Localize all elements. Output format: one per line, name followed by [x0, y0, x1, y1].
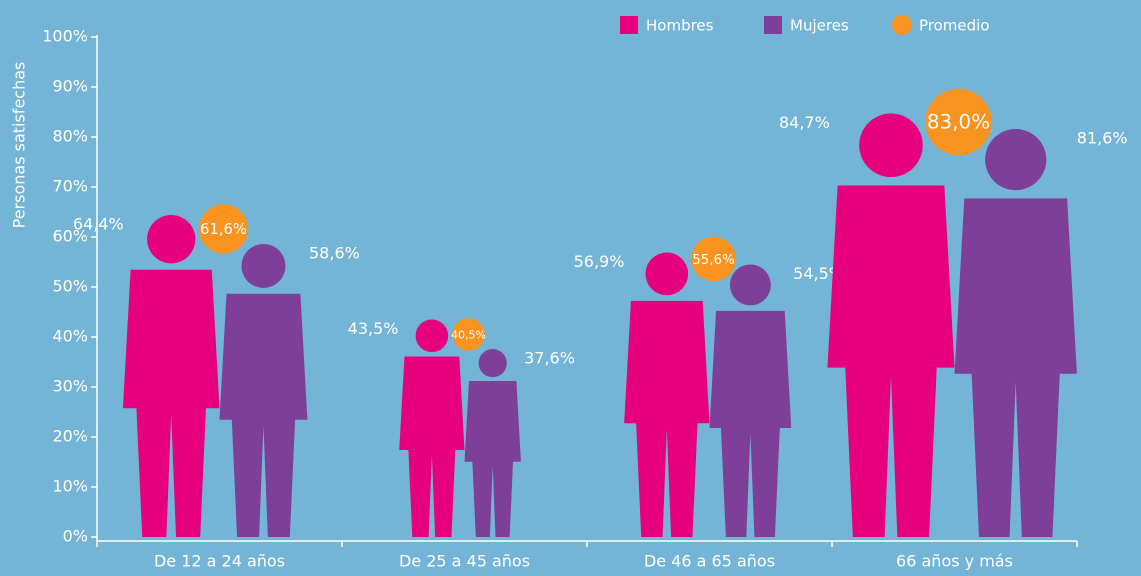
y-tick-label: 70% — [52, 177, 88, 196]
value-label: 37,6% — [524, 349, 575, 368]
value-label: 64,4% — [73, 215, 124, 234]
x-tick-label: 66 años y más — [896, 552, 1013, 571]
value-label: 55,6% — [692, 253, 734, 268]
y-tick-label: 100% — [42, 27, 88, 46]
legend-swatch — [892, 15, 912, 35]
legend-label: Promedio — [919, 17, 990, 35]
y-axis-label: Personas satisfechas — [10, 62, 29, 229]
y-tick-label: 30% — [52, 377, 88, 396]
value-label: 58,6% — [309, 244, 360, 263]
y-tick-label: 90% — [52, 77, 88, 96]
x-tick-label: De 46 a 65 años — [644, 552, 775, 571]
y-tick-label: 0% — [63, 527, 88, 546]
y-tick-label: 10% — [52, 477, 88, 496]
value-label: 84,7% — [779, 113, 830, 132]
value-label: 56,9% — [574, 252, 625, 271]
value-label: 83,0% — [927, 111, 990, 134]
value-label: 43,5% — [348, 319, 399, 338]
y-tick-label: 50% — [52, 277, 88, 296]
x-tick-label: De 25 a 45 años — [399, 552, 530, 571]
x-tick-label: De 12 a 24 años — [154, 552, 285, 571]
y-tick-label: 20% — [52, 427, 88, 446]
legend-label: Mujeres — [790, 17, 849, 35]
legend-swatch — [764, 16, 782, 34]
value-label: 61,6% — [200, 221, 247, 238]
y-tick-label: 80% — [52, 127, 88, 146]
chart: Personas satisfechas 0%10%20%30%40%50%60… — [0, 0, 1141, 576]
y-tick-label: 40% — [52, 327, 88, 346]
page: Personas satisfechas 0%10%20%30%40%50%60… — [0, 0, 1141, 576]
value-label: 40,5% — [451, 329, 486, 342]
legend-swatch — [620, 16, 638, 34]
value-label: 81,6% — [1077, 129, 1128, 148]
legend-label: Hombres — [646, 17, 714, 35]
